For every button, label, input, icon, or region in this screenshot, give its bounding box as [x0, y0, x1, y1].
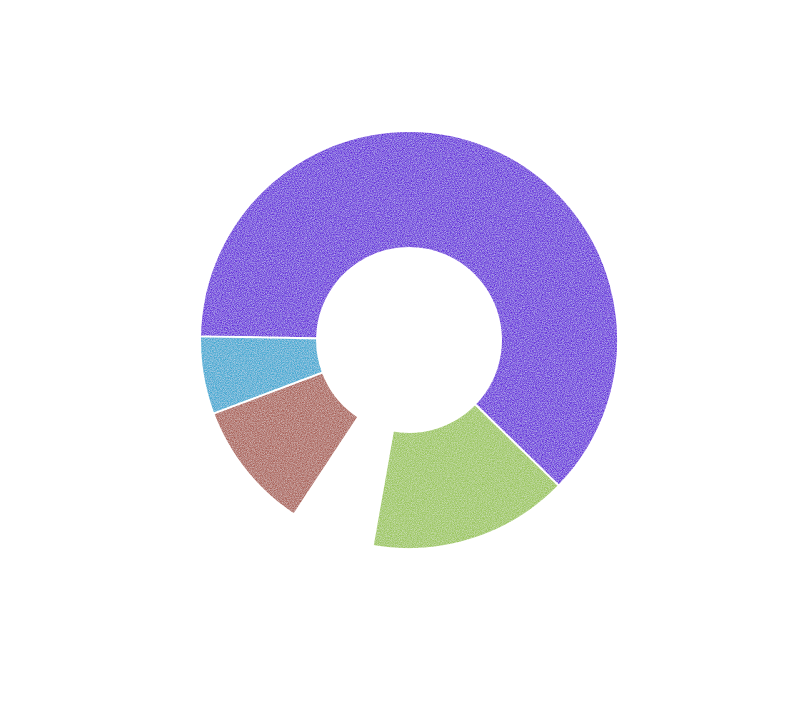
- donut-slice: [199, 130, 619, 488]
- donut-slice: [371, 402, 561, 550]
- donut-slice: [199, 335, 325, 415]
- donut: [199, 130, 619, 550]
